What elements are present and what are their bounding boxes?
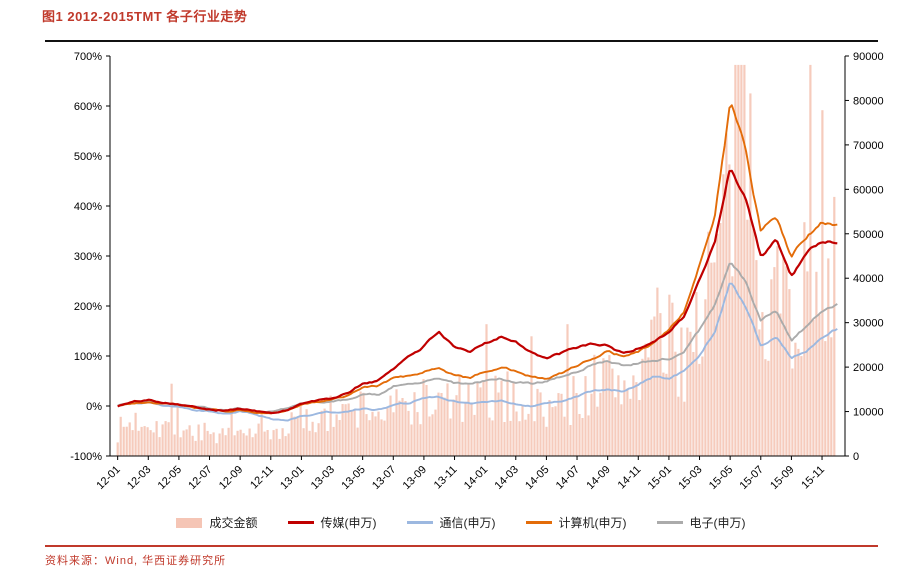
title-divider: [45, 40, 878, 42]
legend-swatch-4: [656, 521, 683, 524]
footer-divider: [45, 545, 878, 547]
svg-text:15-09: 15-09: [768, 464, 796, 492]
svg-text:60000: 60000: [853, 184, 884, 196]
svg-text:13-03: 13-03: [309, 464, 337, 492]
svg-text:10000: 10000: [853, 407, 884, 419]
svg-text:15-11: 15-11: [799, 464, 827, 492]
legend-item-3: 计算机(申万): [525, 514, 627, 531]
svg-text:90000: 90000: [853, 51, 884, 63]
svg-text:15-01: 15-01: [646, 464, 674, 492]
svg-text:12-01: 12-01: [94, 464, 122, 492]
svg-text:-100%: -100%: [70, 451, 102, 463]
svg-text:13-09: 13-09: [401, 464, 429, 492]
svg-text:600%: 600%: [74, 101, 102, 113]
svg-text:13-07: 13-07: [370, 464, 398, 492]
chart-area: 700% 600% 500% 400% 300% 200% 100% 0% -100% 90000…: [0, 44, 922, 514]
legend-swatch-0: [176, 517, 203, 528]
legend-label-4: 电子(申万): [689, 516, 746, 530]
svg-text:15-07: 15-07: [738, 464, 766, 492]
svg-text:300%: 300%: [74, 251, 102, 263]
svg-text:13-01: 13-01: [278, 464, 306, 492]
legend-item-1: 传媒(申万): [287, 514, 377, 531]
legend-label-0: 成交金额: [209, 516, 258, 530]
left-axis-labels: 700% 600% 500% 400% 300% 200% 100% 0% -100%: [70, 51, 110, 463]
line-series-1: [117, 169, 838, 415]
svg-text:400%: 400%: [74, 201, 102, 213]
svg-text:12-03: 12-03: [125, 464, 153, 492]
svg-text:12-07: 12-07: [186, 464, 214, 492]
legend-label-2: 通信(申万): [439, 516, 496, 530]
svg-text:12-09: 12-09: [217, 464, 245, 492]
svg-text:20000: 20000: [853, 362, 884, 374]
svg-text:13-11: 13-11: [432, 464, 460, 492]
figure-title: 图1 2012-2015TMT 各子行业走势: [42, 9, 248, 24]
legend-swatch-3: [525, 521, 552, 524]
legend-swatch-2: [406, 521, 433, 524]
svg-text:100%: 100%: [74, 351, 102, 363]
svg-text:15-03: 15-03: [676, 464, 704, 492]
legend-item-4: 电子(申万): [656, 514, 746, 531]
svg-text:700%: 700%: [74, 51, 102, 63]
svg-text:70000: 70000: [853, 140, 884, 152]
legend-item-2: 通信(申万): [406, 514, 496, 531]
trend-chart: 700% 600% 500% 400% 300% 200% 100% 0% -100% 90000…: [70, 51, 884, 492]
svg-text:14-07: 14-07: [554, 464, 582, 492]
legend-label-1: 传媒(申万): [320, 516, 377, 530]
svg-text:14-03: 14-03: [493, 464, 521, 492]
svg-text:12-05: 12-05: [156, 464, 184, 492]
source-note: 资料来源：Wind, 华西证券研究所: [45, 555, 227, 567]
line-series-2: [117, 282, 838, 422]
svg-text:200%: 200%: [74, 301, 102, 313]
svg-text:40000: 40000: [853, 273, 884, 285]
svg-text:15-05: 15-05: [707, 464, 735, 492]
line-series-3: [117, 104, 838, 415]
right-axis-labels: 90000 80000 70000 60000 50000 40000 30000 20000…: [845, 51, 884, 463]
chart-legend: 成交金额 传媒(申万) 通信(申万) 计算机(申万) 电子(申万): [0, 514, 922, 531]
svg-text:500%: 500%: [74, 151, 102, 163]
svg-text:0: 0: [853, 451, 859, 463]
legend-label-3: 计算机(申万): [558, 516, 627, 530]
x-axis-labels: 12-01 12-03 12-05 12-07 12-09 12-11 13-01 13-03…: [94, 456, 827, 492]
volume-bars: [116, 64, 836, 457]
svg-text:14-05: 14-05: [523, 464, 551, 492]
svg-text:14-09: 14-09: [584, 464, 612, 492]
svg-text:0%: 0%: [86, 401, 102, 413]
svg-text:12-11: 12-11: [248, 464, 276, 492]
legend-swatch-1: [287, 521, 314, 524]
svg-text:14-01: 14-01: [462, 464, 490, 492]
svg-text:50000: 50000: [853, 229, 884, 241]
legend-item-0: 成交金额: [176, 514, 258, 531]
svg-text:30000: 30000: [853, 318, 884, 330]
svg-text:14-11: 14-11: [616, 464, 644, 492]
svg-text:80000: 80000: [853, 95, 884, 107]
svg-text:13-05: 13-05: [339, 464, 367, 492]
